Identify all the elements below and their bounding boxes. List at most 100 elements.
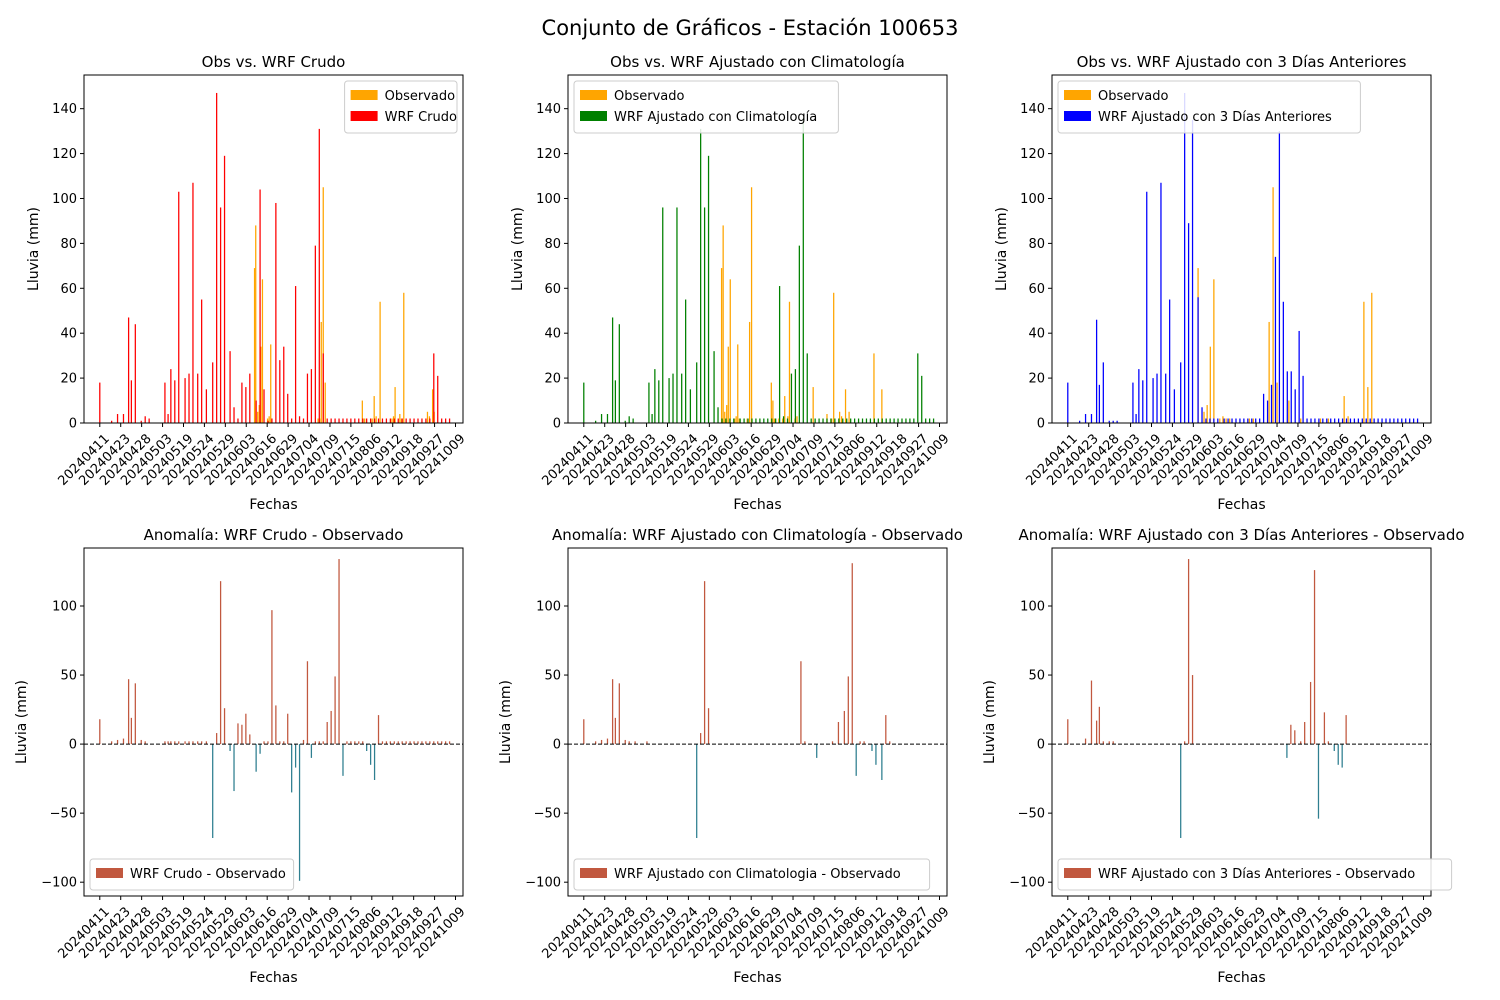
bar [314, 741, 316, 745]
bar [258, 405, 260, 423]
x-axis-label: Fechas [249, 970, 297, 986]
bar [1361, 418, 1363, 423]
bar [846, 418, 848, 423]
bar [1160, 182, 1162, 423]
bar [283, 741, 285, 745]
bar [648, 382, 650, 423]
bar [134, 324, 136, 423]
bar [725, 418, 727, 423]
y-tick-label: 80 [544, 237, 561, 252]
bar [1357, 418, 1359, 423]
bar [291, 744, 293, 793]
bar [814, 418, 816, 423]
y-tick-label: 20 [1028, 372, 1045, 387]
bar [696, 744, 698, 838]
bar [796, 416, 798, 423]
bar [122, 414, 125, 423]
bar [733, 418, 736, 423]
bar [786, 418, 789, 423]
bar [1278, 131, 1281, 423]
bar [869, 418, 872, 423]
bar [259, 744, 261, 754]
bar [700, 733, 702, 745]
bar [358, 741, 360, 745]
bar [1180, 744, 1182, 838]
bar [676, 207, 678, 423]
bar [784, 396, 786, 423]
bar [1405, 418, 1407, 423]
bar [392, 416, 395, 423]
bar [405, 418, 407, 423]
legend-swatch [1064, 868, 1091, 878]
bar [606, 414, 609, 423]
bar [831, 741, 834, 745]
bar [433, 741, 435, 745]
bar [646, 741, 648, 745]
legend-swatch [350, 111, 378, 121]
bar [834, 418, 836, 423]
y-tick-label: −100 [525, 876, 561, 891]
legend-label: WRF Ajustado con 3 Días Anteriores [1098, 110, 1332, 125]
legend-box [1057, 858, 1453, 891]
bar [373, 396, 375, 423]
bar [1313, 570, 1316, 745]
bar [1268, 321, 1270, 423]
bar [373, 744, 376, 780]
bar [628, 741, 630, 745]
bar [668, 378, 670, 423]
bar [1203, 411, 1205, 423]
bar [1347, 416, 1349, 423]
bar [925, 418, 927, 423]
series-2 [99, 92, 451, 424]
series-2 [583, 117, 935, 424]
bar [1272, 187, 1274, 423]
chart-title: Obs vs. WRF Ajustado con 3 Días Anterior… [1077, 53, 1407, 71]
bar [1317, 744, 1320, 819]
bar [1223, 418, 1225, 423]
bar [1401, 418, 1403, 423]
bar [342, 744, 344, 776]
bar [1327, 741, 1329, 745]
y-tick-label: 60 [60, 282, 77, 297]
bar [444, 741, 447, 745]
bar [1326, 418, 1328, 423]
bar [263, 741, 265, 745]
bar [334, 676, 336, 745]
bar [743, 418, 745, 423]
bar [1180, 362, 1182, 423]
bar [1243, 418, 1245, 423]
legend-label: WRF Crudo [385, 110, 457, 125]
bar [245, 387, 247, 423]
bar [1197, 297, 1199, 423]
bar [1276, 382, 1278, 423]
bar [700, 128, 702, 424]
y-tick-label: −100 [1009, 876, 1045, 891]
bar [279, 360, 281, 423]
chart-title: Obs vs. WRF Crudo [202, 53, 346, 71]
bar [320, 321, 322, 423]
bar [624, 420, 626, 423]
bar [127, 679, 130, 745]
bar [1108, 420, 1110, 423]
y-tick-label: 50 [1028, 669, 1045, 684]
bar [1343, 396, 1345, 423]
bar [703, 207, 706, 423]
y-axis-label: Lluvia (mm) [26, 207, 42, 291]
bar [223, 708, 226, 745]
bar [429, 418, 431, 423]
bar [326, 722, 328, 745]
plot-frame [1051, 547, 1432, 897]
bar [385, 741, 388, 745]
bar [726, 405, 728, 423]
bar [338, 418, 340, 423]
bar [298, 744, 301, 881]
bar [1367, 387, 1369, 423]
bar [1304, 722, 1306, 745]
bar [1286, 371, 1288, 423]
bar [614, 380, 617, 423]
bar [205, 389, 208, 423]
bar [1334, 418, 1336, 423]
series-1 [99, 559, 451, 881]
bar [237, 723, 239, 745]
